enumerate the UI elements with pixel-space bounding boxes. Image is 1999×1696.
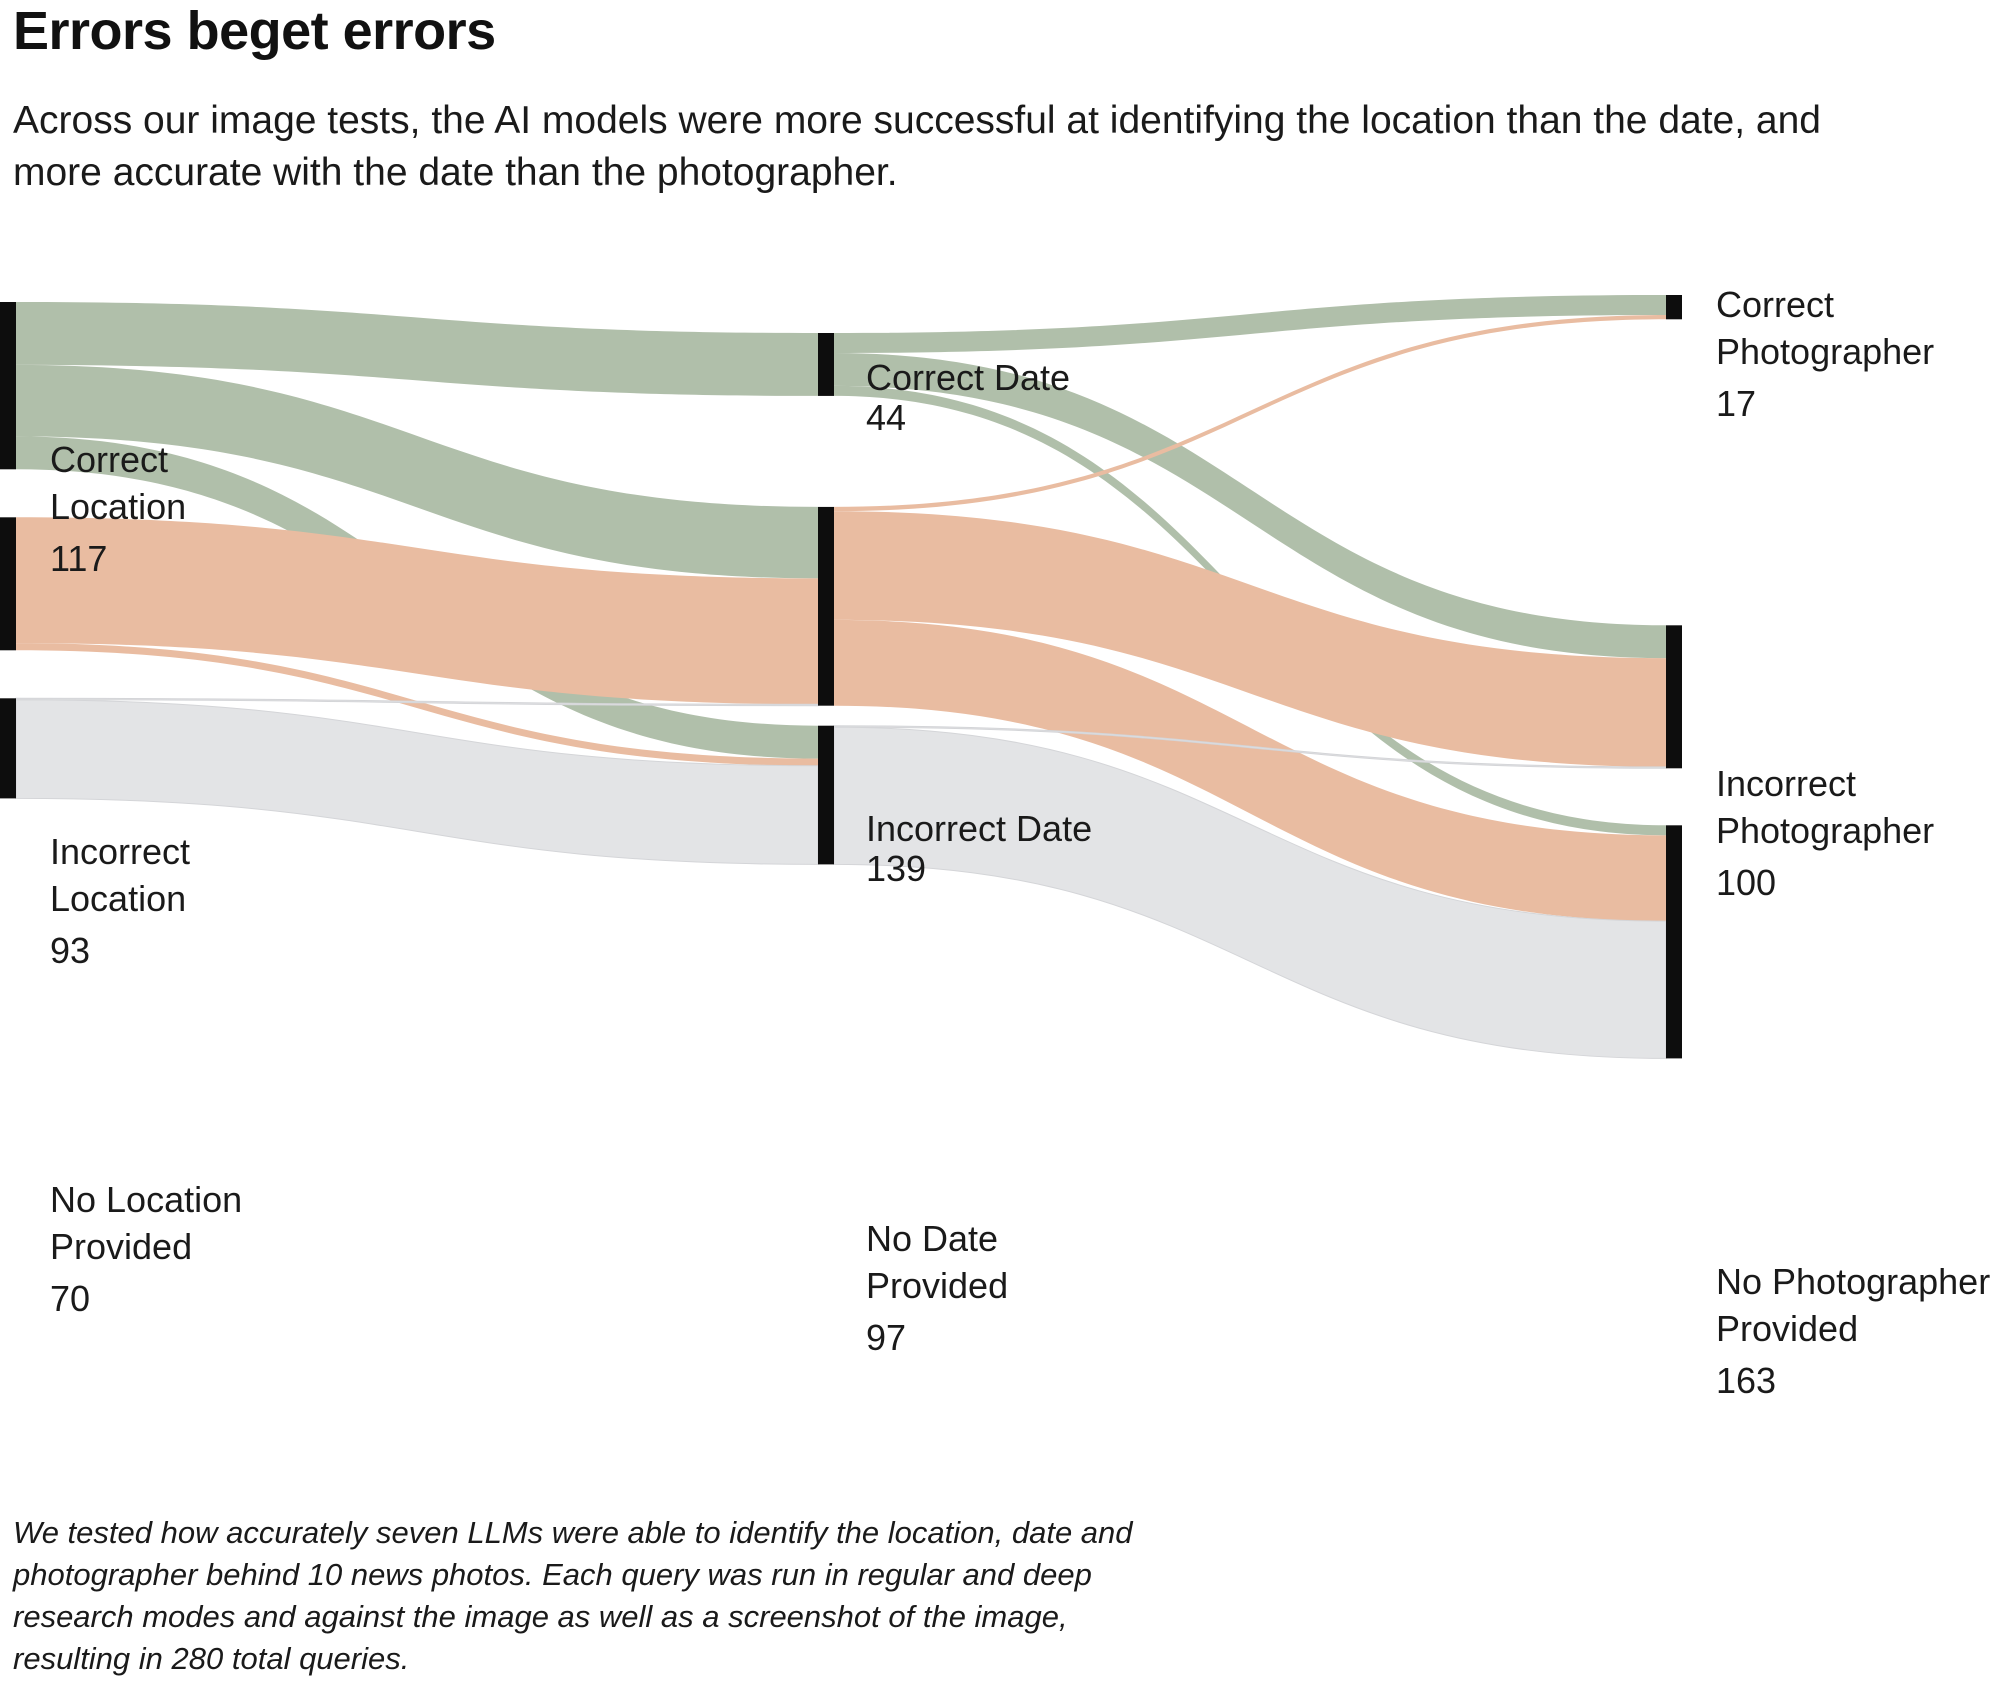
node-value: 163 [1716, 1360, 1777, 1401]
node-name: Incorrect Date [866, 808, 1093, 849]
link-date_incorrect-to-ph_none [834, 619, 1666, 922]
node-label-loc_none: No Location Provided 70 [50, 1176, 242, 1322]
node-label-loc_incorrect: Incorrect Location 93 [50, 828, 190, 974]
node-bar-ph_none [1666, 825, 1682, 1059]
node-bar-ph_correct [1666, 295, 1682, 320]
node-name: Incorrect Photographer [1716, 763, 1935, 851]
node-name: No Photographer Provided [1716, 1261, 1991, 1349]
node-bar-loc_incorrect [0, 517, 16, 651]
link-date_correct-to-ph_incorrect [834, 353, 1666, 659]
node-name: No Location Provided [50, 1179, 243, 1267]
node-name: Correct Location [50, 439, 187, 527]
node-value: 100 [1716, 862, 1777, 903]
node-bar-loc_none [0, 698, 16, 799]
chart-subtitle: Across our image tests, the AI models we… [13, 99, 1821, 194]
node-value: 97 [866, 1317, 907, 1358]
node-bar-ph_incorrect [1666, 625, 1682, 769]
footnote: We tested how accurately seven LLMs were… [13, 1515, 1133, 1676]
node-label-date_incorrect: Incorrect Date 139 [866, 809, 1092, 889]
node-name: Correct Date [866, 357, 1071, 398]
link-loc_incorrect-to-date_none [16, 643, 818, 766]
node-bar-date_correct [818, 333, 834, 396]
node-name: Correct Photographer [1716, 284, 1935, 372]
chart-title: Errors beget errors [13, 1, 496, 61]
node-name: No Date Provided [866, 1218, 1009, 1306]
node-value: 93 [50, 930, 91, 971]
sankey-nodes [0, 295, 1682, 1059]
link-loc_correct-to-date_correct [16, 302, 818, 396]
link-date_incorrect-to-ph_incorrect [834, 511, 1666, 767]
node-label-ph_none: No Photographer Provided 163 [1716, 1258, 1990, 1404]
node-label-ph_incorrect: Incorrect Photographer 100 [1716, 760, 1934, 906]
node-value: 70 [50, 1278, 91, 1319]
link-loc_correct-to-date_incorrect [16, 364, 818, 579]
node-bar-loc_correct [0, 302, 16, 470]
node-value: 44 [866, 397, 907, 438]
node-name: Incorrect Location [50, 831, 191, 919]
node-bar-date_none [818, 725, 834, 865]
node-label-date_correct: Correct Date 44 [866, 358, 1070, 438]
node-label-date_none: No Date Provided 97 [866, 1215, 1008, 1361]
node-value: 139 [866, 848, 927, 889]
node-value: 17 [1716, 383, 1757, 424]
link-date_incorrect-to-ph_correct [834, 315, 1666, 512]
sankey-links [15, 295, 1667, 1059]
node-label-ph_correct: Correct Photographer 17 [1716, 281, 1934, 427]
link-date_correct-to-ph_correct [834, 295, 1666, 354]
link-loc_incorrect-to-date_incorrect [16, 517, 818, 705]
node-label-loc_correct: Correct Location 117 [50, 436, 186, 582]
node-bar-date_incorrect [818, 506, 834, 706]
node-value: 117 [50, 538, 108, 579]
